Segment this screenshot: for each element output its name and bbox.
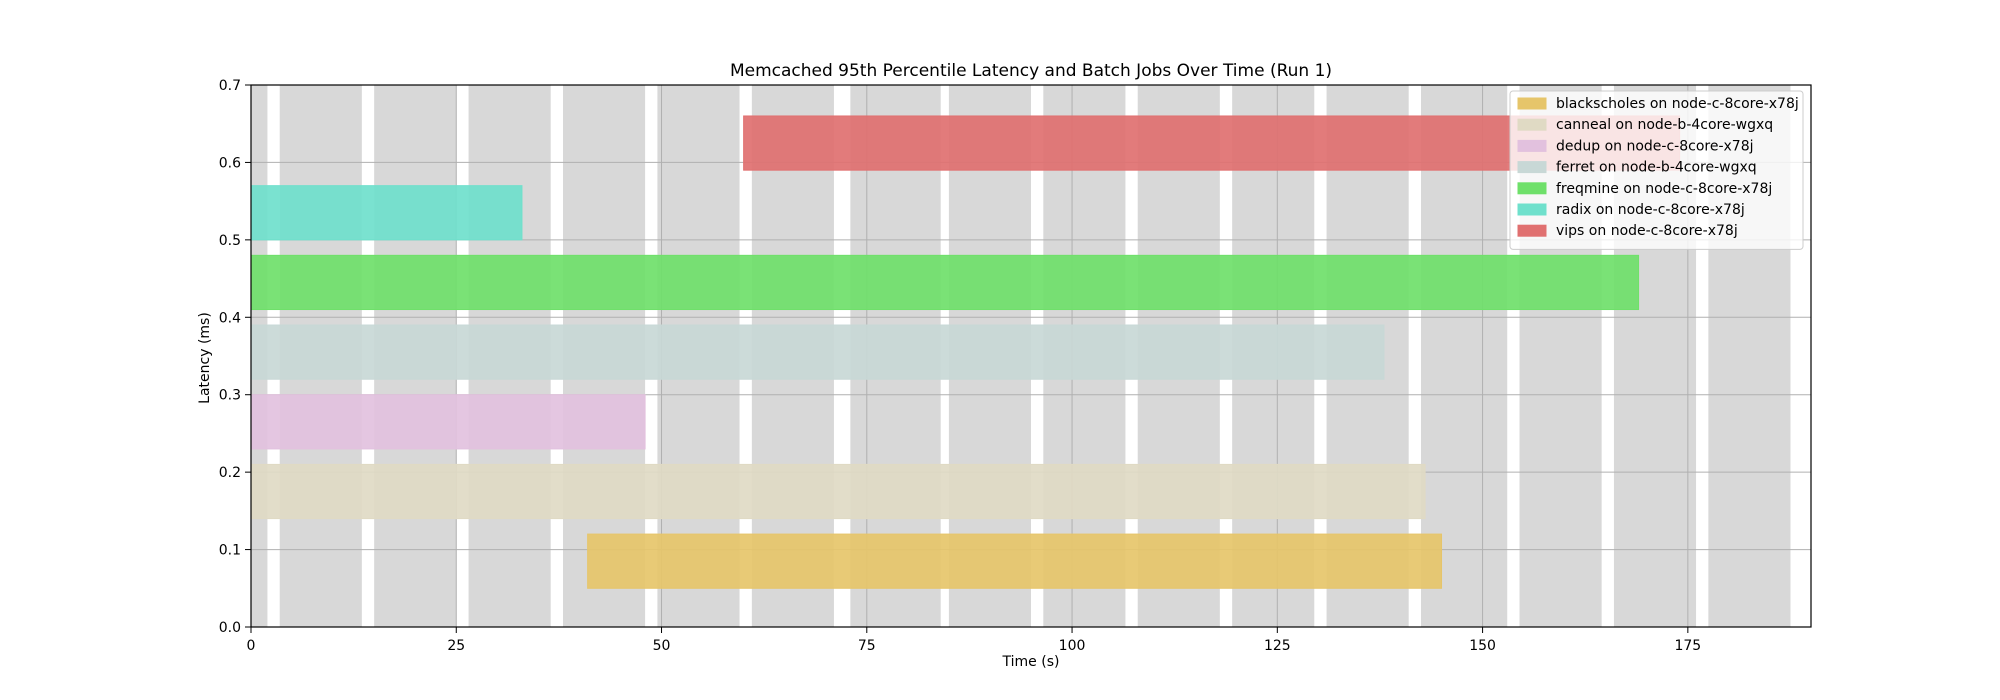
legend-swatch-4 xyxy=(1517,182,1547,195)
legend-swatch-2 xyxy=(1517,139,1547,152)
legend: blackscholes on node-c-8core-x78j canneal… xyxy=(1509,90,1804,250)
y-tick-label-1: 0.1 xyxy=(219,543,241,559)
legend-label-4: freqmine on node-c-8core-x78j xyxy=(1556,181,1772,197)
y-tick-label-5: 0.5 xyxy=(219,233,241,249)
legend-swatch-0 xyxy=(1517,97,1547,110)
legend-box xyxy=(1509,90,1804,250)
x-tick-label-7: 175 xyxy=(1674,638,1701,654)
x-tick-label-2: 50 xyxy=(653,638,671,654)
legend-label-0: blackscholes on node-c-8core-x78j xyxy=(1556,96,1799,112)
x-axis: 0 25 50 75 100 125 150 175 xyxy=(247,627,1701,654)
job-bar-radix xyxy=(250,185,523,241)
y-axis: 0.0 0.1 0.2 0.3 0.4 0.5 0.6 0.7 xyxy=(219,78,251,636)
y-tick-label-7: 0.7 xyxy=(219,78,241,94)
y-tick-label-4: 0.4 xyxy=(219,310,241,326)
legend-label-6: vips on node-c-8core-x78j xyxy=(1556,223,1738,239)
job-bars xyxy=(250,115,1681,589)
legend-swatch-6 xyxy=(1517,224,1547,237)
y-tick-label-6: 0.6 xyxy=(219,155,241,171)
x-tick-label-0: 0 xyxy=(247,638,256,654)
x-tick-label-1: 25 xyxy=(447,638,465,654)
x-tick-label-3: 75 xyxy=(858,638,876,654)
chart-title: Memcached 95th Percentile Latency and Ba… xyxy=(730,61,1332,81)
x-tick-label-6: 150 xyxy=(1469,638,1496,654)
legend-label-2: dedup on node-c-8core-x78j xyxy=(1556,138,1754,154)
y-tick-label-0: 0.0 xyxy=(219,620,241,636)
y-tick-label-2: 0.2 xyxy=(219,465,241,481)
job-bar-dedup xyxy=(250,394,646,450)
legend-swatch-5 xyxy=(1517,203,1547,216)
y-axis-title: Latency (ms) xyxy=(197,312,213,404)
legend-swatch-1 xyxy=(1517,118,1547,131)
legend-label-1: canneal on node-b-4core-wgxq xyxy=(1556,117,1773,133)
x-tick-label-4: 100 xyxy=(1059,638,1086,654)
job-bar-freqmine xyxy=(250,254,1640,311)
x-axis-title: Time (s) xyxy=(1002,654,1060,670)
plot-frame xyxy=(250,84,1812,628)
x-tick-label-5: 125 xyxy=(1264,638,1291,654)
legend-label-3: ferret on node-b-4core-wgxq xyxy=(1556,160,1757,176)
y-tick-label-3: 0.3 xyxy=(219,388,241,404)
plot-area xyxy=(250,84,1812,628)
legend-label-5: radix on node-c-8core-x78j xyxy=(1556,202,1745,218)
job-bar-canneal xyxy=(250,463,1426,520)
job-bar-ferret xyxy=(250,324,1385,380)
legend-swatch-3 xyxy=(1517,161,1547,174)
job-bar-blackscholes xyxy=(587,533,1443,589)
